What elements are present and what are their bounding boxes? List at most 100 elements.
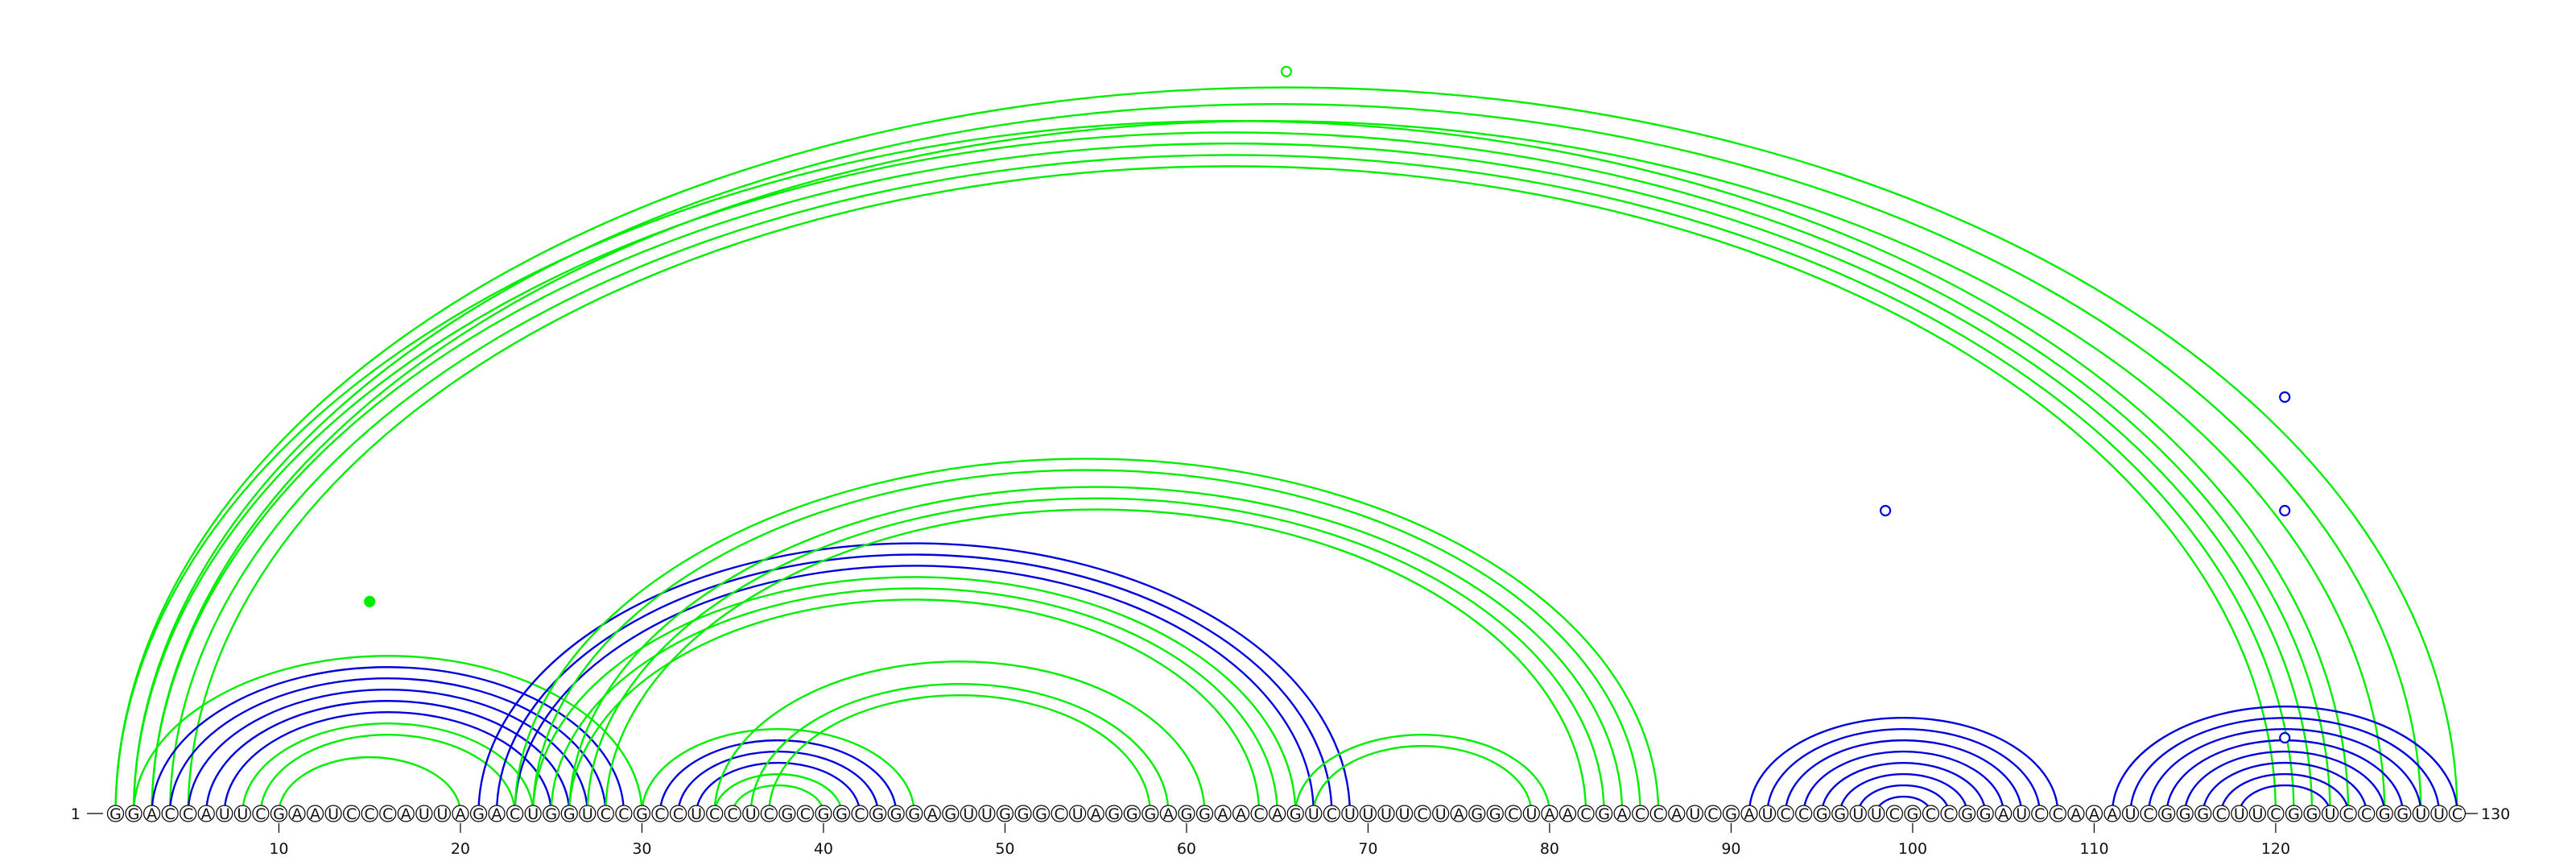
nucleotide-circle [506,805,524,822]
nucleotide-circle [560,805,578,822]
nucleotide-circle [1450,805,1468,822]
nucleotide-circle [1995,805,2013,822]
nucleotide-letter: G [2288,805,2300,823]
nucleotide-letter: C [2361,805,2372,823]
nucleotide-circle [1432,805,1450,822]
nucleotide-letter: A [1236,805,1246,823]
nucleotide-circle [1159,805,1178,822]
nucleotide-circle [2140,805,2157,822]
nucleotide-letter: C [654,805,665,823]
nucleotide-circle [1377,805,1395,822]
nucleotide-circle [216,805,233,822]
nucleotide-circle [415,805,433,822]
nucleotide-letter: C [1653,805,1664,823]
nucleotide-letter: U [2125,805,2136,823]
nucleotide-circle [2013,805,2030,822]
tick-label: 90 [1721,840,1740,857]
nucleotide-circle [197,805,215,822]
nucleotide-letter: C [709,805,720,823]
nucleotide-letter: C [1635,805,1645,823]
nucleotide-letter: A [2107,805,2118,823]
pair-arc [1294,733,1551,814]
pair-arc [278,756,462,814]
nucleotide-letter: A [147,805,157,823]
nucleotide-letter: C [673,805,683,823]
nucleotide-circle [1087,805,1104,822]
nucleotide-letter: G [109,805,122,823]
nucleotide-circle [1395,805,1414,822]
nucleotide-circle [2067,805,2085,822]
nucleotide-circle [2448,805,2467,822]
nucleotide-circle [906,805,923,822]
tick-label: 120 [2261,840,2290,857]
nucleotide-circle [2158,805,2176,822]
nucleotide-circle [1141,805,1159,822]
nucleotide-circle [1323,805,1340,822]
nucleotide-letter: C [346,805,357,823]
pair-arc [114,120,2350,814]
nucleotide-letter: G [872,805,884,823]
tick-label: 10 [269,840,288,857]
nucleotide-letter: U [527,805,539,823]
pair-arc [1802,750,2004,814]
nucleotide-circle [923,805,941,822]
nucleotide-letter: C [382,805,393,823]
nucleotide-letter: C [1798,805,1809,823]
nucleotide-letter: C [2053,805,2063,823]
nucleotide-circle [543,805,560,822]
nucleotide-circle [1286,805,1304,822]
nucleotide-letter: U [2252,805,2263,823]
nucleotide-letter: G [1598,805,1610,823]
nucleotide-letter: C [800,805,811,823]
nucleotide-letter: A [201,805,212,823]
pair-arc [514,565,1315,814]
nucleotide-circle [161,805,179,822]
nucleotide-circle [1940,805,1958,822]
nucleotide-circle [1558,805,1577,822]
nucleotide-letter: C [854,805,865,823]
nucleotide-letter: U [2415,805,2426,823]
nucleotide-circle [1849,805,1867,822]
nucleotide-letter: A [1163,805,1174,823]
nucleotide-letter: C [365,805,375,823]
position-ticks: 10 20 30 40 50 60 70 80 90 100 110 120 [269,823,2290,857]
nucleotide-letter: U [1762,805,1773,823]
nucleotide-circle [687,805,705,822]
nucleotide-circle [1868,805,1885,822]
nucleotide-letter: A [1218,805,1228,823]
nucleotide-letter: U [1435,805,1447,823]
pair-arc [677,750,879,814]
nucleotide-letter: G [1126,805,1138,823]
nucleotide-letter: A [1454,805,1464,823]
nucleotide-circle [633,805,651,822]
nucleotide-letter: G [2306,805,2318,823]
nucleotide-circle [2376,805,2393,822]
pair-arc [2202,761,2368,814]
nucleotide-circle [1105,805,1123,822]
pair-arc [1784,739,2023,814]
nucleotide-circle [1269,805,1286,822]
nucleotide-letter: G [908,805,920,823]
pair-arc [151,142,2314,814]
nucleotide-circle [1722,805,1740,822]
nucleotide-letter: A [310,805,320,823]
nucleotide-circle [1468,805,1486,822]
nucleotide-letter: G [128,805,140,823]
nucleotide-letter: G [1489,805,1501,823]
nucleotide-letter: G [1108,805,1120,823]
pair-arc [188,166,2276,814]
nucleotide-letter: C [2216,805,2227,823]
pair-arc [2129,717,2441,814]
pair-arc [242,722,535,814]
nucleotide-letter: U [1072,805,1084,823]
nucleotide-circle [597,805,614,822]
nucleotide-letter: C [1254,805,1265,823]
nucleotide-circle [143,805,161,822]
nucleotide-letter: U [219,805,230,823]
nucleotide-circle [1885,805,1903,822]
pair-arc [495,553,1333,814]
pair-arc [1748,717,2059,814]
nucleotide-letter: U [1399,805,1410,823]
tick-label: 60 [1177,840,1196,857]
